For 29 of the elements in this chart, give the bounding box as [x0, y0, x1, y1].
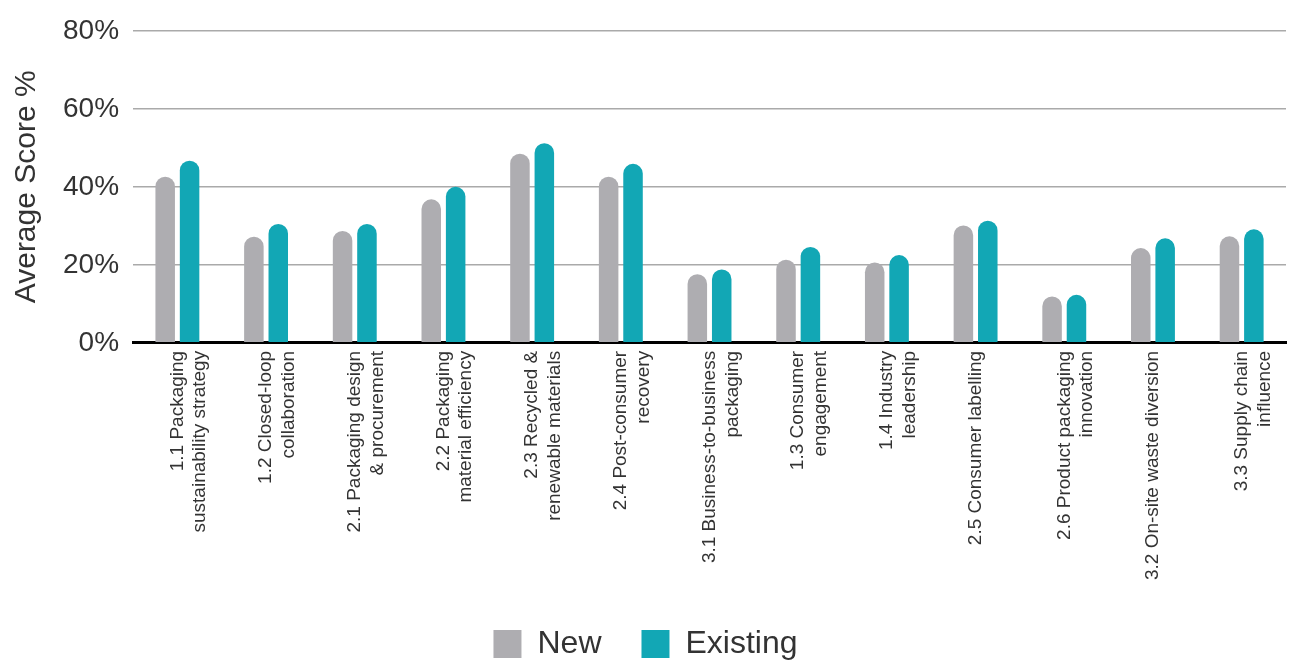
bar: [1244, 229, 1264, 343]
legend-label: New: [537, 623, 603, 660]
x-tick-label: 2.6 Product packaging innovation: [1052, 350, 1097, 540]
bar: [978, 220, 998, 343]
bar: [889, 255, 909, 343]
bar: [357, 223, 377, 343]
x-tick-label: 3.3 Supply chain influence: [1229, 350, 1274, 492]
bar: [445, 186, 466, 343]
y-tick-label: 0%: [78, 325, 120, 357]
y-tick-label: 80%: [62, 13, 120, 45]
y-tick-label: 40%: [62, 169, 120, 201]
x-tick-label: 3.2 On-site waste diversion: [1141, 350, 1163, 581]
x-tick-label: 2.2 Packaging material efficiency: [431, 350, 476, 503]
y-tick-label: 20%: [62, 247, 120, 279]
bar: [687, 274, 708, 343]
bar: [800, 246, 821, 343]
legend-label: Existing: [685, 623, 798, 660]
bar: [1155, 238, 1175, 343]
bar: [711, 269, 732, 343]
bar: [1066, 294, 1087, 343]
bar: [623, 163, 643, 343]
bar: [1042, 296, 1062, 343]
bar: [534, 143, 555, 343]
y-axis-title: Average Score %: [8, 70, 42, 304]
bar: [268, 223, 289, 343]
y-tick-label: 60%: [62, 91, 120, 123]
x-tick-label: 2.5 Consumer labelling: [963, 350, 985, 546]
bar: [179, 160, 200, 343]
x-tick-label: 1.1 Packaging sustainability strategy: [165, 350, 210, 533]
